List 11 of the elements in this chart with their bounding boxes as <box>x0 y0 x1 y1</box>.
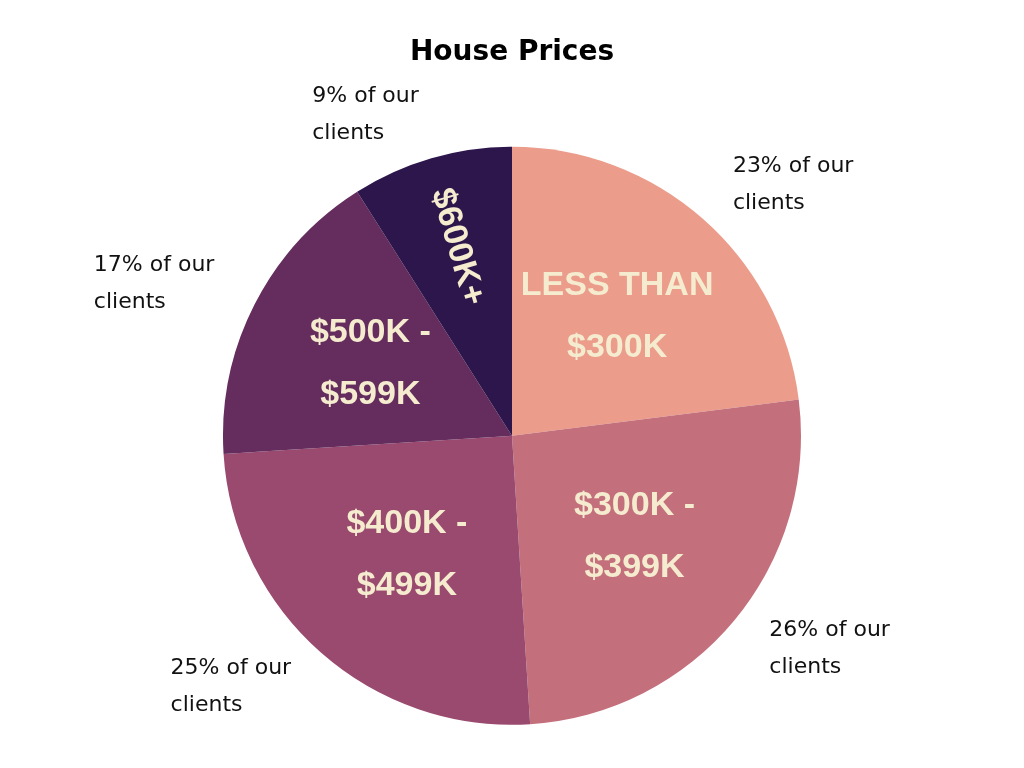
data-label: 9% of our clients <box>312 82 420 145</box>
data-label: 17% of our clients <box>93 251 216 314</box>
slice-label: LESS THAN $300K <box>520 263 714 364</box>
data-label: 23% of our clients <box>732 152 855 215</box>
chart-title: House Prices <box>409 34 615 68</box>
slice-label: $400K - $499K <box>346 502 468 603</box>
data-label: 25% of our clients <box>170 653 293 716</box>
data-label: 26% of our clients <box>769 615 891 678</box>
slice-label: $500K - $599K <box>309 311 431 412</box>
slice-label: $600K+ <box>424 183 495 310</box>
slice-label: $300K - $399K <box>573 484 695 585</box>
